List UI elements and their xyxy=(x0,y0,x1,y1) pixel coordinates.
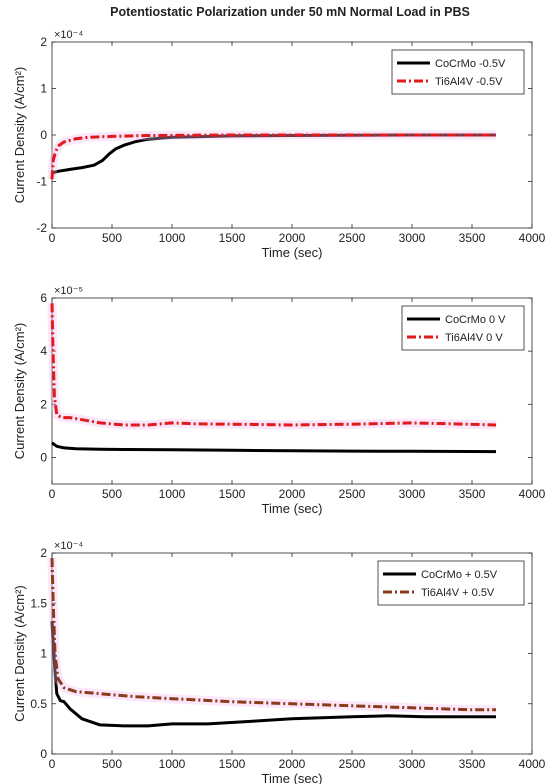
y-tick-label: 0 xyxy=(40,450,47,464)
x-tick-label: 4000 xyxy=(519,231,546,245)
x-tick-label: 3500 xyxy=(459,487,486,501)
y-tick-label: 2 xyxy=(40,35,47,49)
x-axis-label: Time (sec) xyxy=(262,501,323,516)
y-axis-label: Current Density (A/cm²) xyxy=(12,585,27,722)
x-tick-label: 1500 xyxy=(219,231,246,245)
y-tick-label: 6 xyxy=(40,291,47,305)
x-tick-label: 3000 xyxy=(399,231,426,245)
series-line-2 xyxy=(50,557,496,712)
x-tick-label: 2500 xyxy=(339,487,366,501)
x-tick-label: 500 xyxy=(102,487,122,501)
series-line-1 xyxy=(50,621,496,728)
legend-label-1: CoCrMo 0 V xyxy=(445,314,506,326)
y-axis-label: Current Density (A/cm²) xyxy=(12,323,27,460)
x-tick-label: 3500 xyxy=(459,757,486,771)
x-tick-label: 1000 xyxy=(159,487,186,501)
figure-title: Potentiostatic Polarization under 50 mN … xyxy=(110,5,470,19)
x-tick-label: 0 xyxy=(49,231,56,245)
x-axis-label: Time (sec) xyxy=(262,245,323,260)
legend-box xyxy=(391,49,525,95)
legend: CoCrMo 0 V Ti6Al4V 0 V xyxy=(401,305,525,351)
x-tick-label: 2500 xyxy=(339,757,366,771)
panel-3: 0 500 1000 1500 2000 2500 3000 3500 4000 0 0.5 1 1.5… xyxy=(12,540,546,784)
series-line-2 xyxy=(50,303,497,427)
x-tick-label: 4000 xyxy=(519,757,546,771)
legend-label-1: CoCrMo + 0.5V xyxy=(421,569,498,581)
x-tick-label: 1000 xyxy=(159,757,186,771)
x-tick-label: 3000 xyxy=(399,757,426,771)
panel-1: 0 500 1000 1500 2000 2500 3000 3500 4000 -2 -1 0 1 2 ×… xyxy=(12,29,546,260)
y-axis-label: Current Density (A/cm²) xyxy=(12,67,27,204)
y-tick-label: 1 xyxy=(40,82,47,96)
x-tick-label: 500 xyxy=(102,757,122,771)
y-tick-label: 0.5 xyxy=(30,697,47,711)
legend-box xyxy=(377,560,525,606)
x-tick-label: 1500 xyxy=(219,757,246,771)
x-tick-label: 1000 xyxy=(159,231,186,245)
y-tick-label: 2 xyxy=(40,546,47,560)
legend: CoCrMo + 0.5V Ti6Al4V + 0.5V xyxy=(377,560,525,606)
x-tick-label: 3000 xyxy=(399,487,426,501)
legend-label-1: CoCrMo -0.5V xyxy=(435,58,506,70)
x-tick-label: 4000 xyxy=(519,487,546,501)
x-tick-label: 2000 xyxy=(279,487,306,501)
y-tick-label: -2 xyxy=(36,221,47,235)
y-tick-label: -1 xyxy=(36,175,47,189)
y-tick-label: 1.5 xyxy=(30,596,47,610)
legend-label-2: Ti6Al4V -0.5V xyxy=(435,76,503,88)
x-tick-label: 2000 xyxy=(279,231,306,245)
x-axis-label: Time (sec) xyxy=(262,771,323,784)
y-exponent-label: ×10⁻⁴ xyxy=(54,540,83,552)
y-tick-label: 1 xyxy=(40,647,47,661)
y-tick-label: 0 xyxy=(40,747,47,761)
series-line-1 xyxy=(51,441,497,454)
y-tick-label: 4 xyxy=(40,344,47,358)
y-exponent-label: ×10⁻⁴ xyxy=(54,29,83,41)
legend-label-2: Ti6Al4V + 0.5V xyxy=(421,587,495,599)
x-tick-label: 500 xyxy=(102,231,122,245)
x-tick-label: 2000 xyxy=(279,757,306,771)
legend-label-2: Ti6Al4V 0 V xyxy=(445,332,503,344)
x-tick-label: 1500 xyxy=(219,487,246,501)
series-line-2 xyxy=(50,133,496,180)
x-tick-label: 2500 xyxy=(339,231,366,245)
x-tick-label: 0 xyxy=(49,757,56,771)
legend-box xyxy=(401,305,525,351)
x-tick-label: 3500 xyxy=(459,231,486,245)
legend: CoCrMo -0.5V Ti6Al4V -0.5V xyxy=(391,49,525,95)
y-tick-label: 0 xyxy=(40,128,47,142)
y-tick-label: 2 xyxy=(40,397,47,411)
x-tick-label: 0 xyxy=(49,487,56,501)
y-exponent-label: ×10⁻⁵ xyxy=(54,285,83,297)
panel-2: 0 500 1000 1500 2000 2500 3000 3500 4000 0 2 4 6 ×10⁻… xyxy=(12,285,546,516)
